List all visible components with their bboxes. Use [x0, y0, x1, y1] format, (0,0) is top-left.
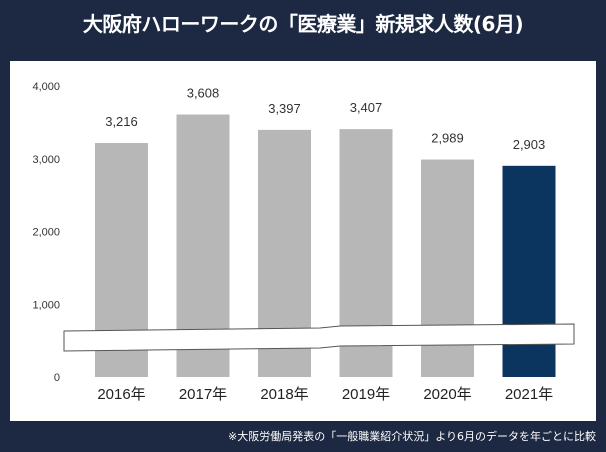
y-tick-label: 2,000	[32, 227, 60, 239]
y-tick-label: 0	[54, 372, 60, 384]
chart-title: 大阪府ハローワークの「医療業」新規求人数(6月)	[82, 12, 524, 36]
x-tick-label: 2019年	[342, 386, 390, 403]
data-label: 3,216	[105, 114, 138, 129]
data-label: 3,407	[350, 100, 383, 115]
chart-panel: 0 1,000 2,000 3,000 4,000 3,216 2016年 3,608 2017…	[10, 61, 596, 421]
y-tick-label: 1,000	[32, 299, 60, 311]
x-tick-label: 2016年	[97, 386, 145, 403]
footnote: ※大阪労働局発表の「一般職業紹介状況」より6月のデータを年ごとに比較	[228, 430, 596, 443]
x-tick-label: 2021年	[505, 386, 553, 403]
bar-2021年	[502, 165, 556, 377]
x-tick-label: 2020年	[423, 386, 471, 403]
bar-chart: 0 1,000 2,000 3,000 4,000 3,216 2016年 3,608 2017…	[32, 81, 575, 403]
data-label: 3,397	[268, 101, 301, 116]
x-tick-label: 2017年	[179, 386, 227, 403]
data-label: 2,989	[431, 131, 464, 146]
data-label: 3,608	[187, 86, 220, 101]
y-tick-label: 4,000	[32, 81, 60, 93]
axis-break-band	[63, 323, 575, 352]
data-label: 2,903	[513, 137, 546, 152]
x-tick-label: 2018年	[260, 386, 308, 403]
y-tick-label: 3,000	[32, 154, 60, 166]
